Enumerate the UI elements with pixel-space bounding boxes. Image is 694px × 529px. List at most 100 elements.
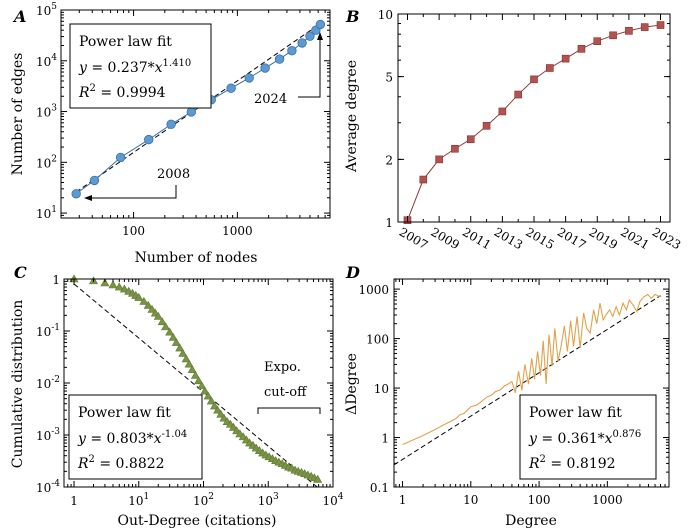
panel-a-r2-sup: 2: [90, 83, 96, 94]
panel-c-fit-line: [73, 283, 318, 488]
panel-c-y-label: Cumulative distribution: [10, 300, 26, 469]
panel-c-fit-dashed-line: [73, 283, 318, 488]
panel-b-x-tick-label: 2017: [555, 225, 588, 252]
panel-b-y-ticks: 1 2 5 10: [378, 8, 670, 230]
panel-c-data-point: [161, 322, 171, 331]
panel-b-y-tick-label: 10: [378, 8, 393, 22]
panel-a-data-point: [226, 83, 236, 93]
panel-d-r2-val: = 0.8192: [546, 456, 616, 472]
panel-c-legend-box: Power law fit y = 0.803*x-1.04 R2 = 0.88…: [68, 394, 203, 480]
panel-a-x-tick-label: 100: [122, 224, 145, 238]
panel-a-x-tick-label: 1000: [222, 224, 253, 238]
panel-b-x-tick-label: 2019: [587, 225, 620, 252]
panel-a-data-point: [244, 73, 254, 83]
panel-c-data-point: [108, 280, 118, 289]
panel-b-series-line: [407, 24, 661, 221]
panel-d-x-ticks: 1 10 100 1000: [395, 279, 670, 507]
panel-d-r2-sup: 2: [540, 454, 546, 465]
panel-d-y-tick-label: 10: [374, 382, 389, 396]
panel-c-data-point: [184, 359, 194, 368]
panel-c-y-tick-label: 10-1: [36, 323, 60, 339]
panel-c-legend-equation: y = 0.803*x-1.04: [77, 429, 187, 447]
panel-c-x-label: Out-Degree (citations): [118, 513, 277, 529]
panel-d-eq-var: x: [605, 431, 613, 447]
panel-a-data-point: [260, 63, 270, 73]
panel-a-y-tick-label-exp: 2: [51, 154, 57, 164]
panel-c-y-tick-label-exp: -4: [51, 479, 60, 489]
panel-c-data-point: [171, 337, 181, 346]
panel-a-y-tick-label: 102: [36, 154, 57, 170]
panel-d-fit-line: [393, 295, 661, 466]
panel-c-annotation-bracket: [257, 407, 321, 414]
panel-b-y-tick-label: 1: [385, 216, 393, 230]
panel-c-annotation-line2: cut-off: [264, 385, 308, 400]
panel-a-data-point: [144, 134, 154, 145]
panel-c-y-tick-label-base: 10: [36, 377, 51, 391]
panel-a-legend-title: Power law fit: [79, 34, 172, 50]
panel-b-x-tick-label: 2013: [492, 225, 525, 252]
panel-b-data-point: [466, 135, 475, 144]
panel-c-y-tick-label: 10-4: [36, 479, 60, 495]
panel-d-y-tick-label: 0.1: [370, 481, 389, 495]
panel-c-data-point: [216, 409, 226, 418]
panel-c-data-point: [134, 292, 144, 301]
panel-a-y-tick-label: 103: [36, 104, 57, 120]
panel-c-legend-title: Power law fit: [78, 405, 171, 421]
panel-d-eq-coef: = 0.361*: [537, 431, 605, 447]
panel-a-y-tick-label-exp: 3: [51, 104, 57, 114]
panel-a-y-tick-label-exp: 1: [51, 205, 57, 215]
panel-c-data-point: [187, 365, 197, 374]
panel-c-r2-sup: 2: [89, 454, 95, 465]
panel-c-y-tick-label-base: 10: [36, 429, 51, 443]
panel-b-axes-frame: [397, 13, 671, 223]
panel-d-x-tick-label: 1: [399, 493, 407, 507]
panel-c-data-point: [147, 304, 157, 313]
panel-c-x-tick-label-exp: 2: [208, 492, 214, 502]
panel-a-annotation-2008: 2008: [84, 167, 190, 201]
panel-c-series: [69, 274, 323, 483]
panel-a-annotation-2024: 2024: [254, 32, 323, 107]
panel-a-data-point: [166, 119, 176, 130]
panel-c-data-point: [210, 401, 220, 410]
panel-c-data-point: [114, 282, 124, 291]
panel-c-y-tick-label: 10-2: [36, 375, 60, 391]
panel-c-x-tick-label-base: 10: [258, 494, 273, 508]
panel-b-data-point: [609, 31, 617, 40]
panel-a-data-point: [71, 189, 81, 199]
panel-c-y-tick-label-base: 10: [36, 481, 51, 495]
panel-a-legend-r2: R2 = 0.9994: [78, 83, 166, 101]
panel-c-data-point: [139, 296, 149, 305]
panel-d-r2-lhs: R: [528, 456, 540, 472]
panel-a-y-label: Number of edges: [10, 53, 26, 176]
panel-b-data-point: [625, 27, 633, 35]
panel-a-y-tick-label-exp: 4: [51, 53, 57, 63]
panel-b-x-tick-label: 2009: [428, 225, 461, 252]
panel-d-legend-equation: y = 0.361*x0.876: [528, 429, 641, 447]
panel-a-series: [71, 19, 326, 199]
panel-b-x-tick-label: 2023: [650, 225, 683, 252]
panel-a-y-tick-label-base: 10: [36, 156, 51, 170]
panel-c-x-tick-label: 1: [70, 494, 78, 508]
panel-a-y-tick-label-base: 10: [36, 55, 51, 69]
panel-c-annotation-line1: Expo.: [264, 360, 301, 375]
panel-d-x-tick-label: 10: [463, 493, 478, 507]
panel-c-y-tick-label-exp: -3: [51, 427, 60, 437]
panel-c-data-point: [119, 284, 129, 293]
panel-a-y-tick-label: 104: [36, 53, 57, 69]
panel-c-data-point: [200, 386, 210, 395]
panel-c-data-point: [143, 300, 153, 309]
panel-b-x-tick-label: 2007: [397, 225, 430, 252]
panel-b-letter: B: [345, 7, 360, 26]
panel-d-y-ticks: 0.1 1 10 100 1000: [358, 283, 669, 495]
panel-a-x-ticks: 100 1000: [60, 10, 326, 238]
panel-d-series-line: [402, 293, 662, 446]
panel-d-axes-frame: [393, 278, 670, 488]
panel-c-data-point: [190, 370, 200, 379]
panel-a-annotation-2024-arrowhead: [317, 32, 323, 40]
panel-a-eq-lhs: y: [78, 60, 88, 76]
panel-c-data-point: [313, 474, 323, 483]
panel-d-legend-box: Power law fit y = 0.361*x0.876 R2 = 0.81…: [519, 394, 657, 480]
panel-b-data-point: [498, 107, 507, 116]
